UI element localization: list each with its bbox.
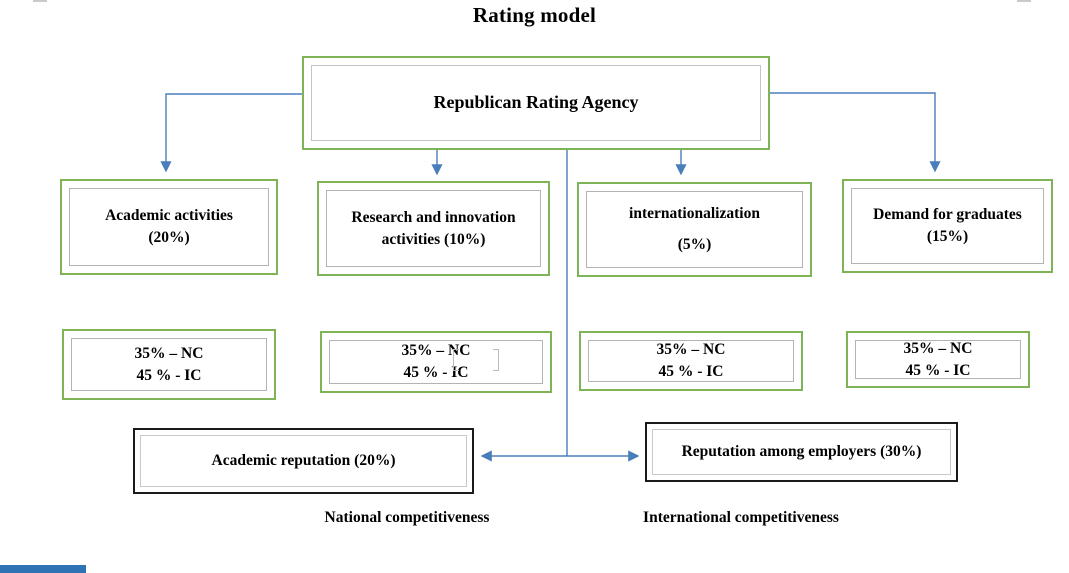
node-research-innovation[interactable]: Research and innovation activities (10%)	[317, 181, 550, 276]
node-label-line1: Research and innovation	[351, 208, 516, 226]
node-inner-frame: Demand for graduates (15%)	[851, 188, 1044, 264]
node-label: Reputation among employers (30%)	[681, 443, 922, 461]
node-weights-demand[interactable]: 35% – NC 45 % - IC	[846, 331, 1030, 388]
connector-left-elbow-arrow	[160, 93, 302, 173]
connector-right-elbow-arrow	[770, 92, 941, 173]
node-label-line1: 35% – NC	[401, 342, 471, 360]
node-label: Republican Rating Agency	[433, 92, 639, 113]
node-inner-frame: internationalization (5%)	[586, 191, 803, 268]
node-weights-internationalization[interactable]: 35% – NC 45 % - IC	[579, 331, 803, 391]
node-inner-frame: 35% – NC 45 % - IC	[855, 340, 1021, 379]
node-internationalization[interactable]: internationalization (5%)	[577, 182, 812, 277]
node-label-line2: (15%)	[926, 228, 969, 245]
node-label-line1: Academic activities	[105, 207, 233, 225]
node-inner-frame: Republican Rating Agency	[311, 65, 761, 141]
node-republican-rating-agency[interactable]: Republican Rating Agency	[302, 56, 770, 150]
node-label-line2: 45 % - IC	[136, 366, 202, 384]
node-label-line1: internationalization	[629, 205, 760, 223]
node-weights-academic[interactable]: 35% – NC 45 % - IC	[62, 329, 276, 400]
node-label-line1: 35% – NC	[903, 339, 973, 357]
node-inner-frame: Reputation among employers (30%)	[652, 429, 951, 475]
page-edge-mark-left	[33, 0, 47, 2]
selection-bracket-left	[453, 349, 459, 371]
node-demand-graduates[interactable]: Demand for graduates (15%)	[842, 179, 1053, 273]
node-inner-frame: Academic activities (20%)	[69, 188, 269, 266]
node-academic-activities[interactable]: Academic activities (20%)	[60, 179, 278, 275]
bottom-accent-bar	[0, 565, 86, 573]
node-inner-frame: Academic reputation (20%)	[140, 435, 467, 487]
node-label-line2: activities (10%)	[381, 230, 486, 248]
node-label-line2: 45 % - IC	[905, 361, 971, 379]
node-label: Academic reputation (20%)	[211, 452, 396, 470]
node-label-line2: 45 % - IC	[403, 364, 469, 381]
node-inner-frame: 35% – NC 45 % - IC	[588, 340, 794, 382]
caption-international-competitiveness: International competitiveness	[643, 509, 839, 526]
node-inner-frame: 35% – NC 45 % - IC	[329, 340, 543, 384]
node-academic-reputation[interactable]: Academic reputation (20%)	[133, 428, 474, 494]
node-label-line1: 35% – NC	[656, 341, 726, 359]
diagram-title: Rating model	[472, 3, 597, 27]
node-inner-frame: Research and innovation activities (10%)	[326, 190, 541, 267]
node-inner-frame: 35% – NC 45 % - IC	[71, 338, 267, 391]
node-label-line2: 45 % - IC	[658, 363, 724, 380]
node-label-line1: Demand for graduates	[873, 206, 1022, 224]
caption-national-competitiveness: National competitiveness	[324, 509, 490, 526]
page-edge-mark-right	[1017, 0, 1031, 2]
node-reputation-employers[interactable]: Reputation among employers (30%)	[645, 422, 958, 482]
selection-bracket-right	[493, 349, 499, 371]
node-label-line2: (20%)	[148, 229, 190, 246]
node-weights-research[interactable]: 35% – NC 45 % - IC	[320, 331, 552, 393]
node-label-line2: (5%)	[677, 236, 712, 253]
node-label-line1: 35% – NC	[134, 344, 204, 362]
